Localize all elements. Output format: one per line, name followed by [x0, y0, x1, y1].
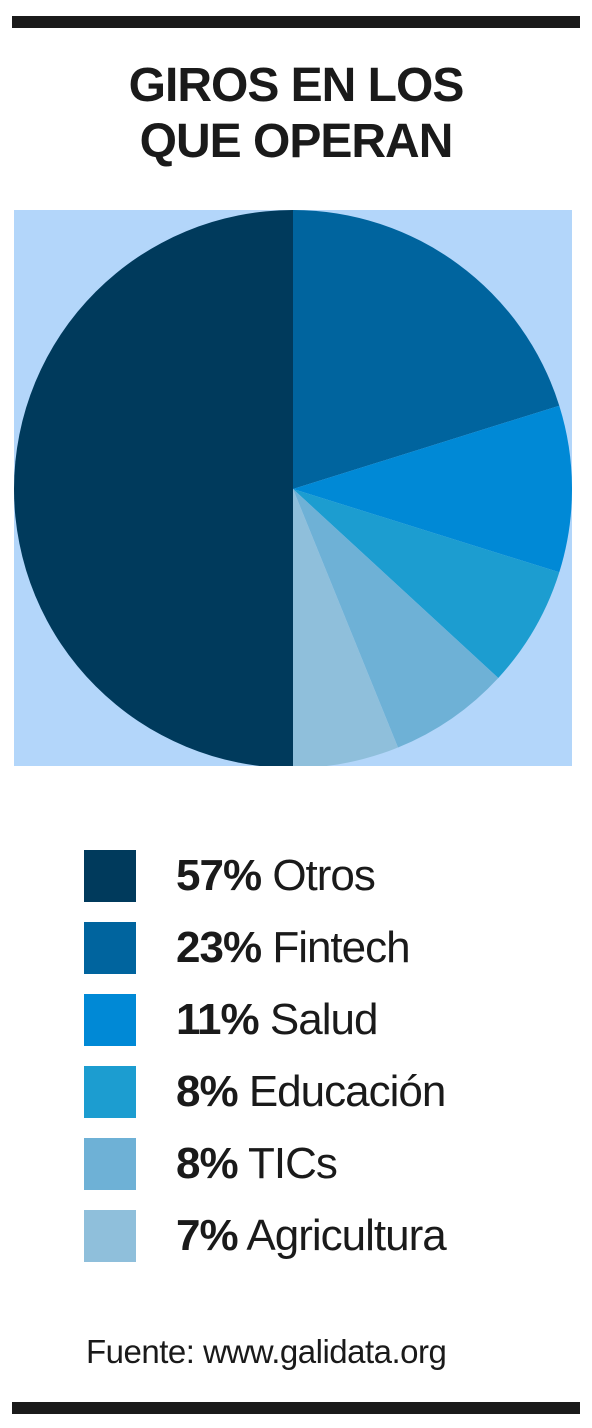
legend-swatch-agricultura	[84, 1210, 136, 1262]
legend-swatch-salud	[84, 994, 136, 1046]
legend-label-otros: Otros	[272, 851, 376, 900]
legend-swatch-otros	[84, 850, 136, 902]
legend-pct-tics: 8%	[176, 1139, 239, 1188]
legend-label-educacion: Educación	[248, 1067, 446, 1116]
chart-title: GIROS EN LOS QUE OPERAN	[0, 58, 592, 170]
legend-label-fintech: Fintech	[272, 923, 410, 972]
pie-chart	[14, 210, 572, 766]
legend-pct-otros: 57%	[176, 851, 262, 900]
pie-slice-fintech	[293, 210, 560, 489]
pie-slice-otros	[14, 210, 293, 766]
legend-pct-educacion: 8%	[176, 1067, 239, 1116]
legend-pct-salud: 11%	[176, 995, 260, 1044]
bottom-rule	[12, 1402, 580, 1414]
pie-slice-agricultura	[293, 489, 398, 766]
legend-label-agricultura: Agricultura	[246, 1211, 446, 1260]
pie-chart-panel	[14, 210, 572, 766]
legend-label-salud: Salud	[269, 995, 379, 1044]
pie-slice-salud	[293, 405, 572, 573]
legend-label-tics: TICs	[248, 1139, 338, 1188]
pie-slice-educacion	[293, 489, 560, 678]
legend-pct-agricultura: 7%	[176, 1211, 239, 1260]
source-credit: Fuente: www.galidata.org	[86, 1333, 447, 1370]
legend-swatch-tics	[84, 1138, 136, 1190]
top-rule	[12, 16, 580, 28]
title-line-1: GIROS EN LOS	[128, 59, 465, 112]
title-line-2: QUE OPERAN	[139, 115, 454, 168]
pie-slice-tics	[293, 489, 499, 748]
legend-swatch-fintech	[84, 922, 136, 974]
legend-swatch-educacion	[84, 1066, 136, 1118]
legend-pct-fintech: 23%	[176, 923, 262, 972]
